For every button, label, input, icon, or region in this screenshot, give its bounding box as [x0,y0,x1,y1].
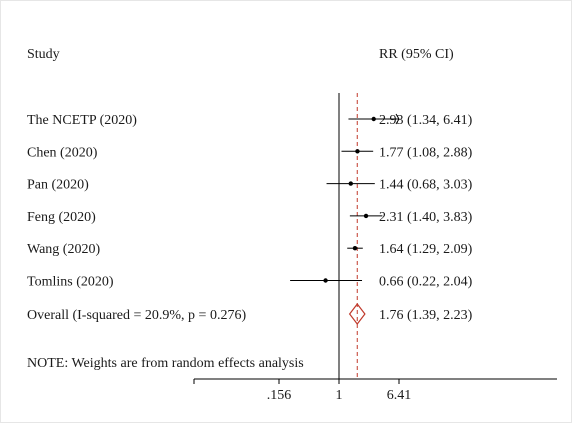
study-point [355,149,360,154]
study-label: The NCETP (2020) [27,113,137,128]
overall-rr-text: 1.76 (1.39, 2.23) [379,308,473,323]
header-effect: RR (95% CI) [379,47,454,62]
study-rr-text: 2.31 (1.40, 3.83) [379,210,473,225]
header-study: Study [27,47,60,62]
x-tick-label: 1 [336,388,343,403]
overall-diamond [348,303,366,325]
study-rr-text: 1.64 (1.29, 2.09) [379,242,473,257]
study-label: Feng (2020) [27,210,96,225]
overall-label: Overall (I-squared = 20.9%, p = 0.276) [27,308,246,323]
x-tick-label: 6.41 [387,388,412,403]
study-point [371,116,376,122]
study-point [323,278,328,283]
study-label: Chen (2020) [27,145,98,160]
study-label: Tomlins (2020) [27,275,114,290]
x-tick-label: .156 [267,388,292,403]
study-rr-text: 2.93 (1.34, 6.41) [379,113,473,128]
study-label: Pan (2020) [27,178,89,193]
study-label: Wang (2020) [27,242,100,257]
weights-note: NOTE: Weights are from random effects an… [27,356,304,371]
study-rr-text: 1.44 (0.68, 3.03) [379,178,473,193]
study-rr-text: 1.77 (1.08, 2.88) [379,145,473,160]
study-ci-arrow [395,113,400,125]
study-point [348,181,353,186]
study-point [352,246,358,251]
study-point [363,213,369,219]
study-rr-text: 0.66 (0.22, 2.04) [379,275,473,290]
